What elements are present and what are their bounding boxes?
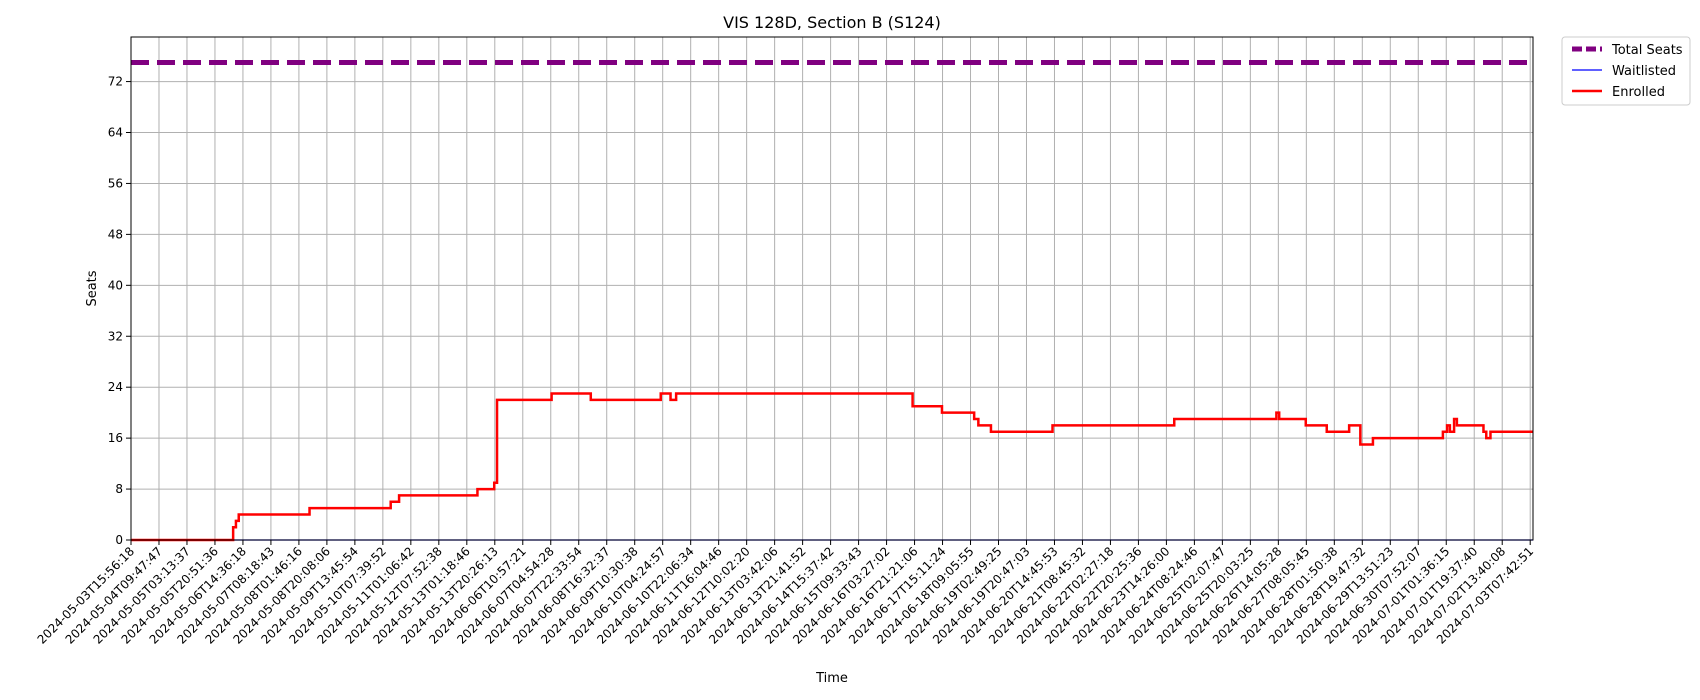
y-tick-label: 48 (108, 227, 123, 241)
y-tick-label: 24 (108, 380, 123, 394)
legend-label: Enrolled (1612, 85, 1665, 100)
y-tick-label: 40 (108, 278, 123, 292)
y-tick-label: 72 (108, 75, 123, 89)
x-axis-label: Time (815, 671, 848, 686)
y-tick-label: 56 (108, 176, 123, 190)
y-tick-label: 0 (115, 533, 123, 547)
legend-label: Waitlisted (1612, 64, 1676, 79)
plot-frame (130, 36, 1534, 541)
y-axis-label: Seats (85, 270, 100, 306)
y-tick-label: 16 (108, 431, 123, 445)
y-tick-label: 64 (108, 126, 123, 140)
y-tick-label: 8 (115, 482, 123, 496)
legend-label: Total Seats (1611, 43, 1683, 58)
legend: Total Seats Waitlisted Enrolled (1561, 36, 1691, 106)
y-tick-label: 32 (108, 329, 123, 343)
legend-box (1561, 36, 1691, 106)
chart-title: VIS 128D, Section B (S124) (723, 13, 941, 32)
series-line-enrolled (131, 392, 1533, 542)
